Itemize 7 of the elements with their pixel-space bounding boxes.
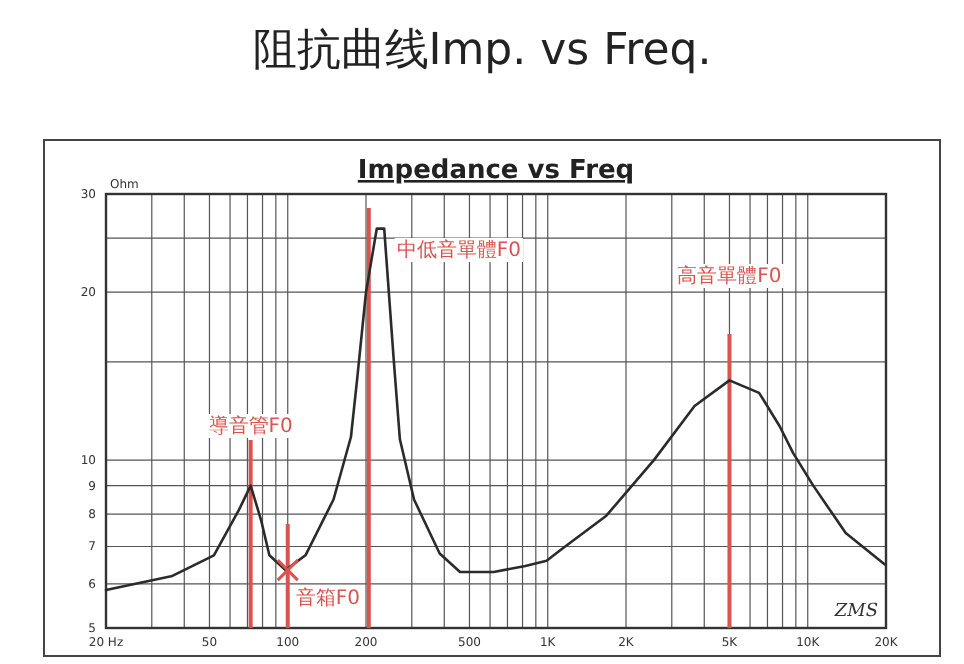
annotation: ZMS	[832, 602, 878, 622]
chart-title: 阻抗曲线Imp. vs Freq.	[252, 26, 712, 76]
ref-line-label: 高音單體F0	[677, 264, 782, 288]
ref-line-label: 中低音單體F0	[396, 238, 522, 262]
ref-line-label: 音箱F0	[295, 586, 360, 610]
ref-line-label: 導音管F0	[208, 414, 293, 438]
chart-subtitle: Impedance vs Freq	[357, 156, 635, 186]
